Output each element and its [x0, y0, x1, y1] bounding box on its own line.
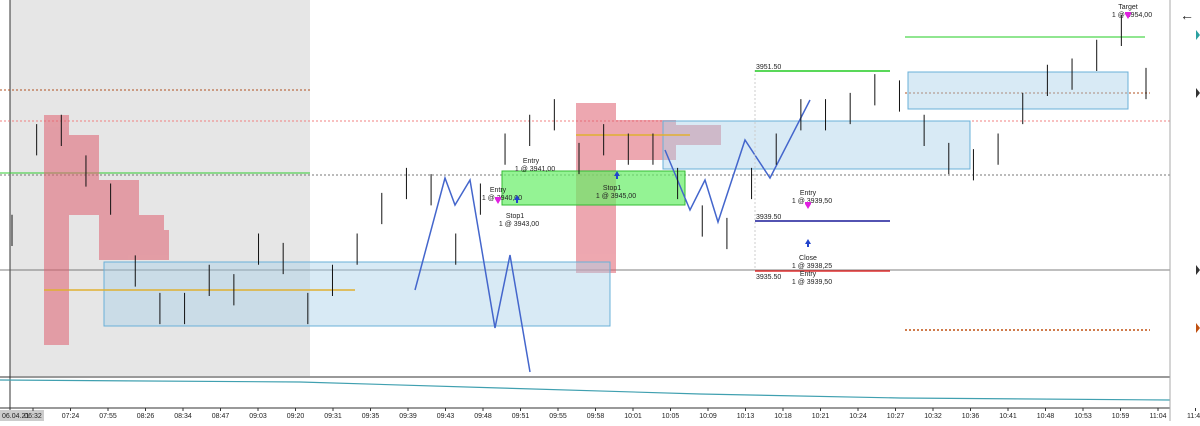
time-label: 09:35	[362, 413, 380, 420]
order-label: Entry	[490, 187, 507, 194]
sell-arrow	[805, 202, 811, 209]
buy-arrow	[614, 171, 620, 179]
zone-box	[662, 120, 971, 170]
drawing-line	[664, 99, 811, 225]
time-label: 10:24	[849, 413, 867, 420]
order-label: Close	[799, 255, 817, 262]
order-label: 1 @ 3954,00	[1112, 12, 1152, 19]
date-label: 06.04.21	[2, 413, 29, 420]
drawing-line	[414, 175, 531, 373]
zone-box	[501, 170, 686, 206]
date-badge	[0, 410, 44, 421]
price-level-label: 3951.50	[756, 64, 781, 71]
time-label: 08:26	[137, 413, 155, 420]
buy-arrow	[805, 239, 811, 247]
time-label: 07:55	[99, 413, 117, 420]
order-label: Target	[1118, 4, 1138, 11]
time-label: 09:48	[474, 413, 492, 420]
time-label: 06:32	[24, 413, 42, 420]
time-label: 09:55	[549, 413, 567, 420]
price-level-label: 3939.50	[756, 214, 781, 221]
time-label: 09:39	[399, 413, 417, 420]
time-label: 10:13	[737, 413, 755, 420]
time-label: 10:27	[887, 413, 905, 420]
sell-arrow	[1125, 12, 1131, 19]
time-label: 10:41	[999, 413, 1017, 420]
time-label: 10:21	[812, 413, 830, 420]
time-label: 09:20	[287, 413, 305, 420]
time-label: 08:47	[212, 413, 230, 420]
time-label: 09:51	[512, 413, 530, 420]
time-label: 10:32	[924, 413, 942, 420]
time-label: 10:18	[774, 413, 792, 420]
time-label: 10:09	[699, 413, 717, 420]
order-label: 1 @ 3943,00	[499, 221, 539, 228]
order-label: Entry	[800, 190, 817, 197]
price-level-label: 3935.50	[756, 274, 781, 281]
order-label: 1 @ 3939,50	[792, 279, 832, 286]
time-label: 09:58	[587, 413, 605, 420]
time-label: 09:43	[437, 413, 455, 420]
time-label: 10:36	[962, 413, 980, 420]
order-label: Stop1	[506, 213, 524, 220]
time-label: 11:40	[1187, 413, 1200, 420]
indicator-line	[0, 379, 1171, 401]
buy-arrow	[514, 195, 520, 203]
time-label: 09:31	[324, 413, 342, 420]
time-label: 08:34	[174, 413, 192, 420]
order-label: 1 @ 3940,00	[482, 195, 522, 202]
order-label: Entry	[523, 158, 540, 165]
order-label: 1 @ 3939,50	[792, 198, 832, 205]
axis-marker	[1196, 88, 1200, 98]
sell-arrow	[495, 197, 501, 204]
order-label: Stop1	[603, 185, 621, 192]
axis-marker	[1196, 265, 1200, 275]
order-label: 1 @ 3941,00	[515, 166, 555, 173]
time-label: 10:05	[662, 413, 680, 420]
order-label: 1 @ 3938,25	[792, 263, 832, 270]
time-label: 10:59	[1112, 413, 1130, 420]
zone-box	[907, 71, 1129, 110]
time-label: 07:24	[62, 413, 80, 420]
order-label: 1 @ 3945,00	[596, 193, 636, 200]
time-label: 10:01	[624, 413, 642, 420]
axis-marker	[1196, 323, 1200, 333]
order-label: Entry	[800, 271, 817, 278]
time-label: 10:48	[1037, 413, 1055, 420]
time-label: 11:04	[1150, 413, 1167, 420]
zone-box	[103, 261, 611, 327]
axis-marker	[1196, 30, 1200, 40]
time-label: 10:53	[1074, 413, 1092, 420]
time-label: 09:03	[249, 413, 267, 420]
back-arrow[interactable]: ←	[1180, 7, 1194, 23]
